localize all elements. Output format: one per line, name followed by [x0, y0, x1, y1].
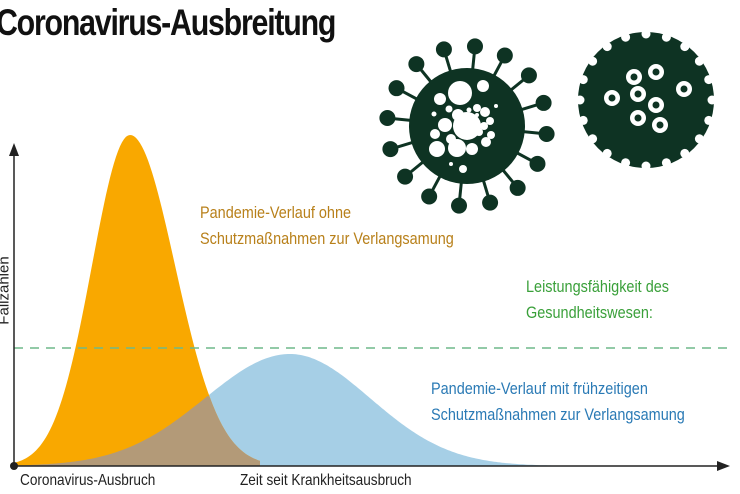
annotation-without-measures: Pandemie-Verlauf ohne Schutzmaßnahmen zu… [200, 200, 454, 252]
virus-ring-center [634, 90, 642, 98]
virus-notch [661, 158, 671, 168]
virus-spot [449, 162, 453, 166]
annotation-line: Schutzmaßnahmen zur Verlangsamung [431, 405, 685, 424]
annotation-line: Leistungsfähigkeit des [526, 277, 669, 296]
virus-notch [704, 75, 714, 85]
virus-notch [602, 148, 612, 158]
virus-spot [475, 128, 483, 136]
virus-spot [480, 122, 488, 130]
virus-ring-center [680, 85, 688, 93]
spike-tip [408, 56, 425, 73]
virus-spot [486, 117, 494, 125]
virus-spot [466, 143, 478, 155]
y-axis-label: Fallzahlen [0, 256, 13, 325]
x-origin-label: Coronavirus-Ausbruch [20, 472, 156, 489]
virus-spot [434, 93, 446, 105]
virus-spot [487, 131, 495, 139]
virus-body [578, 32, 714, 168]
virus-spot [430, 129, 440, 139]
virus-spot [481, 137, 491, 147]
virus-spot [466, 107, 472, 113]
spike-tip [382, 141, 399, 158]
virus-ring-center [608, 94, 616, 102]
spike-tip [397, 168, 414, 185]
virus-spot [429, 141, 445, 157]
virus-spot [448, 139, 466, 157]
virus-ring-center [630, 73, 638, 81]
virus-notch [578, 115, 588, 125]
virus-notch [680, 148, 690, 158]
spike-tip [466, 38, 483, 55]
page-title: Coronavirus-Ausbreitung [0, 2, 336, 43]
spike-tip [496, 47, 513, 64]
virus-spot [477, 80, 489, 92]
spike-tip [451, 197, 468, 214]
annotation-line: Pandemie-Verlauf ohne [200, 203, 352, 222]
spike-tip [529, 155, 546, 172]
virus-spot [445, 105, 453, 113]
virus-ring-center [652, 68, 660, 76]
spike-tip [482, 194, 499, 211]
virus-spot [494, 104, 498, 108]
virus-ring-center [656, 121, 664, 129]
virus-notch [602, 42, 612, 52]
virus-notch [707, 95, 717, 105]
virus-spot [453, 112, 481, 140]
spike-tip [509, 179, 526, 196]
virus-notch [641, 161, 651, 171]
virus-spot [460, 129, 470, 139]
origin-dot [10, 462, 18, 470]
virus-notch [621, 32, 631, 42]
virus-notch [680, 42, 690, 52]
annotation-with-measures: Pandemie-Verlauf mit frühzeitigen Schutz… [431, 376, 685, 428]
virus-spot [448, 81, 472, 105]
spike-tip [520, 67, 537, 84]
virus-icon [379, 38, 555, 214]
virus-spot [431, 111, 437, 117]
annotation-line: Gesundheitswesen: [526, 303, 653, 322]
virus-ring-center [652, 101, 660, 109]
virus-notch [588, 134, 598, 144]
y-axis-arrow [9, 143, 19, 156]
virus-spot [475, 113, 479, 117]
virus-notch [588, 56, 598, 66]
virus-spot [459, 165, 467, 173]
series-without-measures-area [14, 135, 260, 466]
spike-tip [435, 41, 452, 58]
virus-spot [473, 104, 481, 112]
x-axis-arrow [717, 461, 730, 471]
annotation-capacity: Leistungsfähigkeit des Gesundheitswesen: [526, 274, 669, 326]
coronavirus-icon [575, 29, 717, 171]
x-axis-label: Zeit seit Krankheitsausbruch [240, 472, 412, 489]
spike-tip [379, 110, 396, 127]
virus-notch [694, 56, 704, 66]
virus-notch [704, 115, 714, 125]
spike-tip [535, 94, 552, 111]
spike-tip [421, 188, 438, 205]
virus-notch [694, 134, 704, 144]
spike-tip [388, 80, 405, 97]
virus-notch [641, 29, 651, 39]
spike-tip [538, 125, 555, 142]
virus-notch [578, 75, 588, 85]
overlap-area [14, 395, 260, 466]
virus-spot [438, 118, 452, 132]
virus-notch [661, 32, 671, 42]
annotation-line: Pandemie-Verlauf mit frühzeitigen [431, 379, 648, 398]
virus-spot [480, 107, 490, 117]
annotation-line: Schutzmaßnahmen zur Verlangsamung [200, 229, 454, 248]
virus-notch [621, 158, 631, 168]
virus-notch [575, 95, 585, 105]
virus-ring-center [634, 114, 642, 122]
